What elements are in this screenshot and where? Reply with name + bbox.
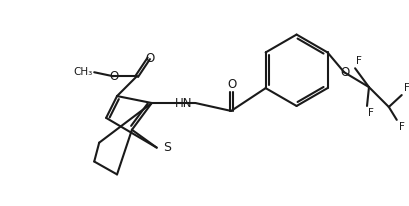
Text: O: O — [145, 52, 155, 65]
Text: S: S — [163, 141, 171, 154]
Text: O: O — [110, 70, 119, 83]
Text: F: F — [399, 122, 405, 132]
Text: F: F — [356, 56, 362, 66]
Text: F: F — [404, 83, 409, 93]
Text: O: O — [341, 66, 350, 79]
Text: O: O — [227, 78, 237, 91]
Text: CH₃: CH₃ — [73, 67, 92, 77]
Text: F: F — [368, 108, 374, 118]
Text: HN: HN — [175, 96, 192, 110]
